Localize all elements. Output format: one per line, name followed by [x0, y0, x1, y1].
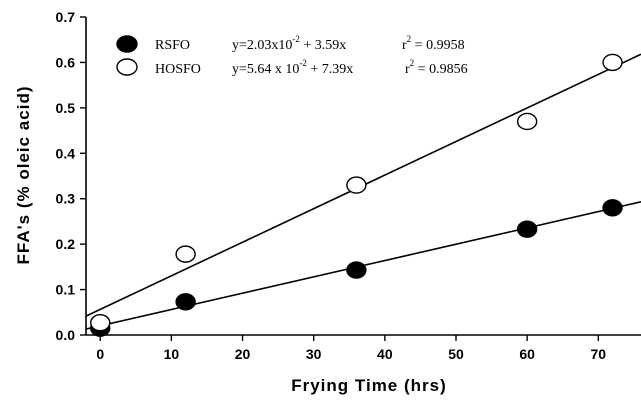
legend-label-rsfo: RSFO: [155, 38, 190, 53]
legend-r2-hosfo: r2 = 0.9856: [405, 58, 468, 77]
y-tick-label: 0.2: [56, 236, 76, 252]
point-hosfo: [90, 314, 111, 332]
x-tick-label: 50: [448, 346, 464, 362]
y-tick-label: 0.7: [56, 9, 76, 25]
y-tick-label: 0.0: [56, 327, 76, 343]
y-tick-label: 0.4: [56, 145, 76, 161]
x-tick-label: 40: [377, 346, 393, 362]
point-hosfo: [346, 176, 367, 194]
point-hosfo: [602, 53, 623, 72]
x-tick-label: 0: [96, 346, 104, 362]
legend-marker-hosfo: [116, 58, 138, 76]
x-axis-title: Frying Time (hrs): [291, 376, 447, 395]
legend-label-hosfo: HOSFO: [155, 62, 201, 77]
legend-equation-hosfo: y=5.64 x 10-2 + 7.39x: [232, 58, 353, 77]
legend: RSFO y=2.03x10-2 + 3.59x r2 = 0.9958 HOS…: [116, 34, 468, 77]
x-tick-label: 20: [235, 346, 251, 362]
x-tick-label: 60: [519, 346, 535, 362]
point-hosfo: [516, 112, 538, 131]
legend-r2-rsfo: r2 = 0.9958: [402, 34, 465, 53]
point-rsfo: [346, 261, 367, 279]
x-tick-label: 10: [164, 346, 180, 362]
point-rsfo: [175, 293, 196, 311]
point-rsfo: [516, 220, 538, 238]
legend-equation-rsfo: y=2.03x10-2 + 3.59x: [232, 34, 346, 53]
x-tick-label: 70: [591, 346, 607, 362]
point-rsfo: [602, 199, 623, 217]
data-points: [90, 53, 623, 337]
x-tick-label: 30: [306, 346, 322, 362]
y-tick-label: 0.6: [56, 54, 76, 70]
y-tick-label: 0.5: [56, 100, 76, 116]
fit-lines: [85, 53, 641, 330]
legend-marker-rsfo: [116, 35, 138, 53]
y-tick-label: 0.3: [56, 191, 76, 207]
axes: 0.0 0.1 0.2 0.3 0.4 0.5 0.6 0.7 0 10 20 30 40 50 60 70: [56, 9, 641, 362]
point-hosfo: [175, 245, 196, 263]
y-axis-title: FFA's (% oleic acid): [14, 86, 33, 265]
y-tick-label: 0.1: [56, 282, 76, 298]
